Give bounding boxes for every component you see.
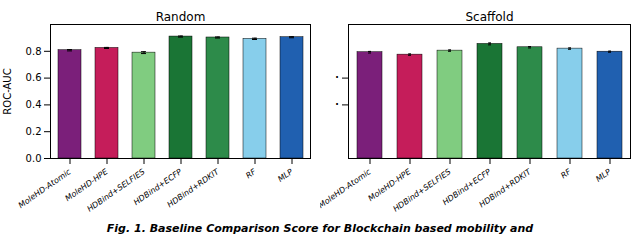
svg-text:·: · — [334, 95, 339, 114]
svg-text:HDBind+ECFP: HDBind+ECFP — [131, 167, 184, 208]
svg-text:HDBind+SELFIES: HDBind+SELFIES — [391, 167, 452, 214]
svg-text:0.6: 0.6 — [26, 72, 42, 83]
svg-text:HDBind+SELFIES: HDBind+SELFIES — [85, 167, 147, 214]
svg-text:RF: RF — [244, 167, 258, 180]
svg-text:MoleHD-Atomic: MoleHD-Atomic — [17, 167, 73, 210]
svg-text:0.2: 0.2 — [26, 126, 42, 137]
svg-text:MoleHD-HPE: MoleHD-HPE — [63, 167, 110, 204]
svg-text:HDBind+RDKIT: HDBind+RDKIT — [166, 167, 222, 210]
svg-text:ROC-AUC: ROC-AUC — [2, 68, 13, 114]
svg-text:MLP: MLP — [276, 167, 295, 184]
svg-text:HDBind+ECFP: HDBind+ECFP — [440, 167, 493, 208]
svg-text:0.0: 0.0 — [26, 153, 42, 164]
svg-text:0.8: 0.8 — [26, 46, 42, 57]
svg-text:MLP: MLP — [594, 167, 613, 184]
svg-text:0.4: 0.4 — [26, 99, 42, 110]
svg-text:MoleHD-HPE: MoleHD-HPE — [366, 167, 413, 204]
svg-text:HDBind+RDKIT: HDBind+RDKIT — [478, 167, 534, 210]
svg-text:RF: RF — [559, 167, 573, 180]
html-text:Fig. 1. Baseline Comparison Sc: Fig. 1. Baseline Comparison Score for Bl… — [106, 222, 534, 235]
svg-text:Random: Random — [156, 10, 206, 24]
svg-text:MoleHD-Atomic: MoleHD-Atomic — [320, 167, 373, 210]
svg-text:Scaffold: Scaffold — [465, 10, 513, 24]
svg-text:·: · — [334, 68, 339, 87]
